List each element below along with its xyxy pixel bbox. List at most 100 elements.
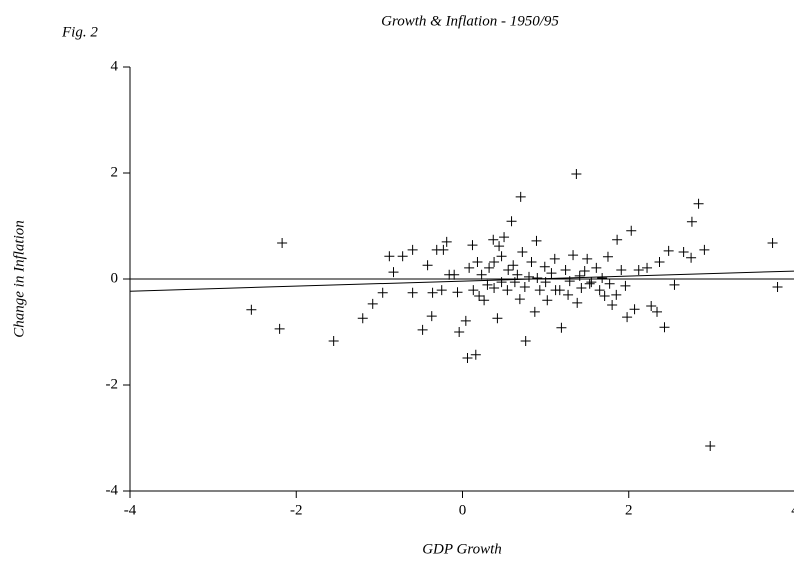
- point: [693, 198, 704, 209]
- point: [274, 323, 285, 334]
- point: [529, 306, 540, 317]
- point: [686, 216, 697, 227]
- point: [568, 250, 579, 261]
- point: [496, 251, 507, 262]
- point: [519, 281, 530, 292]
- point: [479, 295, 490, 306]
- point: [584, 278, 595, 289]
- point: [468, 285, 479, 296]
- point: [524, 271, 534, 282]
- point: [663, 245, 674, 256]
- point: [594, 285, 605, 296]
- point: [629, 304, 640, 315]
- point: [678, 246, 689, 257]
- y-tick-label: 0: [111, 270, 119, 286]
- point: [508, 260, 519, 271]
- point: [542, 295, 553, 306]
- point: [476, 269, 487, 280]
- x-tick-label: 4: [791, 502, 794, 518]
- point: [571, 169, 582, 180]
- point: [622, 312, 633, 323]
- point: [454, 327, 465, 337]
- fit-line: [129, 270, 794, 292]
- point: [488, 234, 499, 245]
- point: [576, 283, 587, 294]
- point: [591, 262, 602, 273]
- point: [579, 266, 590, 277]
- y-tick-label: 2: [111, 164, 119, 180]
- point: [597, 272, 608, 283]
- point: [515, 191, 526, 202]
- y-axis-label: Change in Inflation: [11, 220, 27, 338]
- point: [407, 287, 418, 298]
- point: [772, 281, 783, 292]
- point: [438, 244, 449, 255]
- x-tick-label: 2: [625, 502, 633, 518]
- point: [620, 280, 631, 291]
- point: [367, 298, 378, 309]
- point: [612, 234, 623, 245]
- point: [357, 313, 368, 324]
- point: [540, 277, 551, 288]
- point: [550, 285, 561, 296]
- point: [599, 290, 610, 301]
- point: [449, 269, 460, 280]
- point: [377, 287, 388, 298]
- point: [520, 336, 531, 347]
- point: [328, 336, 339, 347]
- point: [563, 289, 574, 300]
- point: [506, 216, 517, 227]
- point: [699, 244, 710, 255]
- figure-label: Fig. 2: [61, 24, 98, 40]
- point: [462, 352, 473, 363]
- point: [669, 279, 680, 290]
- point: [482, 279, 493, 290]
- y-tick-label: -2: [106, 376, 119, 392]
- x-tick-label: -4: [124, 502, 137, 518]
- chart-title: Growth & Inflation - 1950/95: [381, 13, 559, 29]
- point: [686, 252, 697, 263]
- point: [503, 264, 514, 275]
- point: [531, 235, 542, 246]
- point: [388, 267, 399, 278]
- point: [502, 285, 513, 296]
- point: [574, 270, 585, 281]
- point: [492, 313, 503, 324]
- x-tick-label: 0: [459, 502, 467, 518]
- point: [607, 299, 618, 310]
- y-tick-label: -4: [106, 482, 119, 498]
- point: [514, 294, 525, 305]
- point: [246, 304, 257, 315]
- point: [604, 278, 615, 289]
- point: [626, 225, 637, 236]
- point: [470, 349, 481, 360]
- point: [467, 240, 478, 251]
- point: [496, 277, 507, 288]
- point: [654, 257, 665, 268]
- point: [532, 272, 543, 283]
- point: [417, 324, 428, 335]
- point: [659, 322, 670, 333]
- point: [767, 237, 778, 248]
- x-tick-label: -2: [290, 502, 303, 518]
- point: [586, 277, 597, 288]
- point: [452, 287, 463, 298]
- point: [499, 232, 510, 243]
- point: [616, 264, 627, 275]
- point: [564, 276, 575, 287]
- point: [560, 264, 571, 275]
- point: [427, 287, 438, 298]
- point: [426, 311, 437, 322]
- point: [546, 268, 557, 279]
- point: [549, 253, 560, 264]
- point: [652, 306, 663, 317]
- x-axis-label: GDP Growth: [422, 541, 502, 557]
- point: [489, 283, 500, 294]
- point: [489, 257, 500, 268]
- point: [422, 260, 433, 271]
- point: [602, 251, 613, 262]
- point: [494, 241, 505, 252]
- point: [646, 301, 657, 312]
- point: [526, 257, 537, 268]
